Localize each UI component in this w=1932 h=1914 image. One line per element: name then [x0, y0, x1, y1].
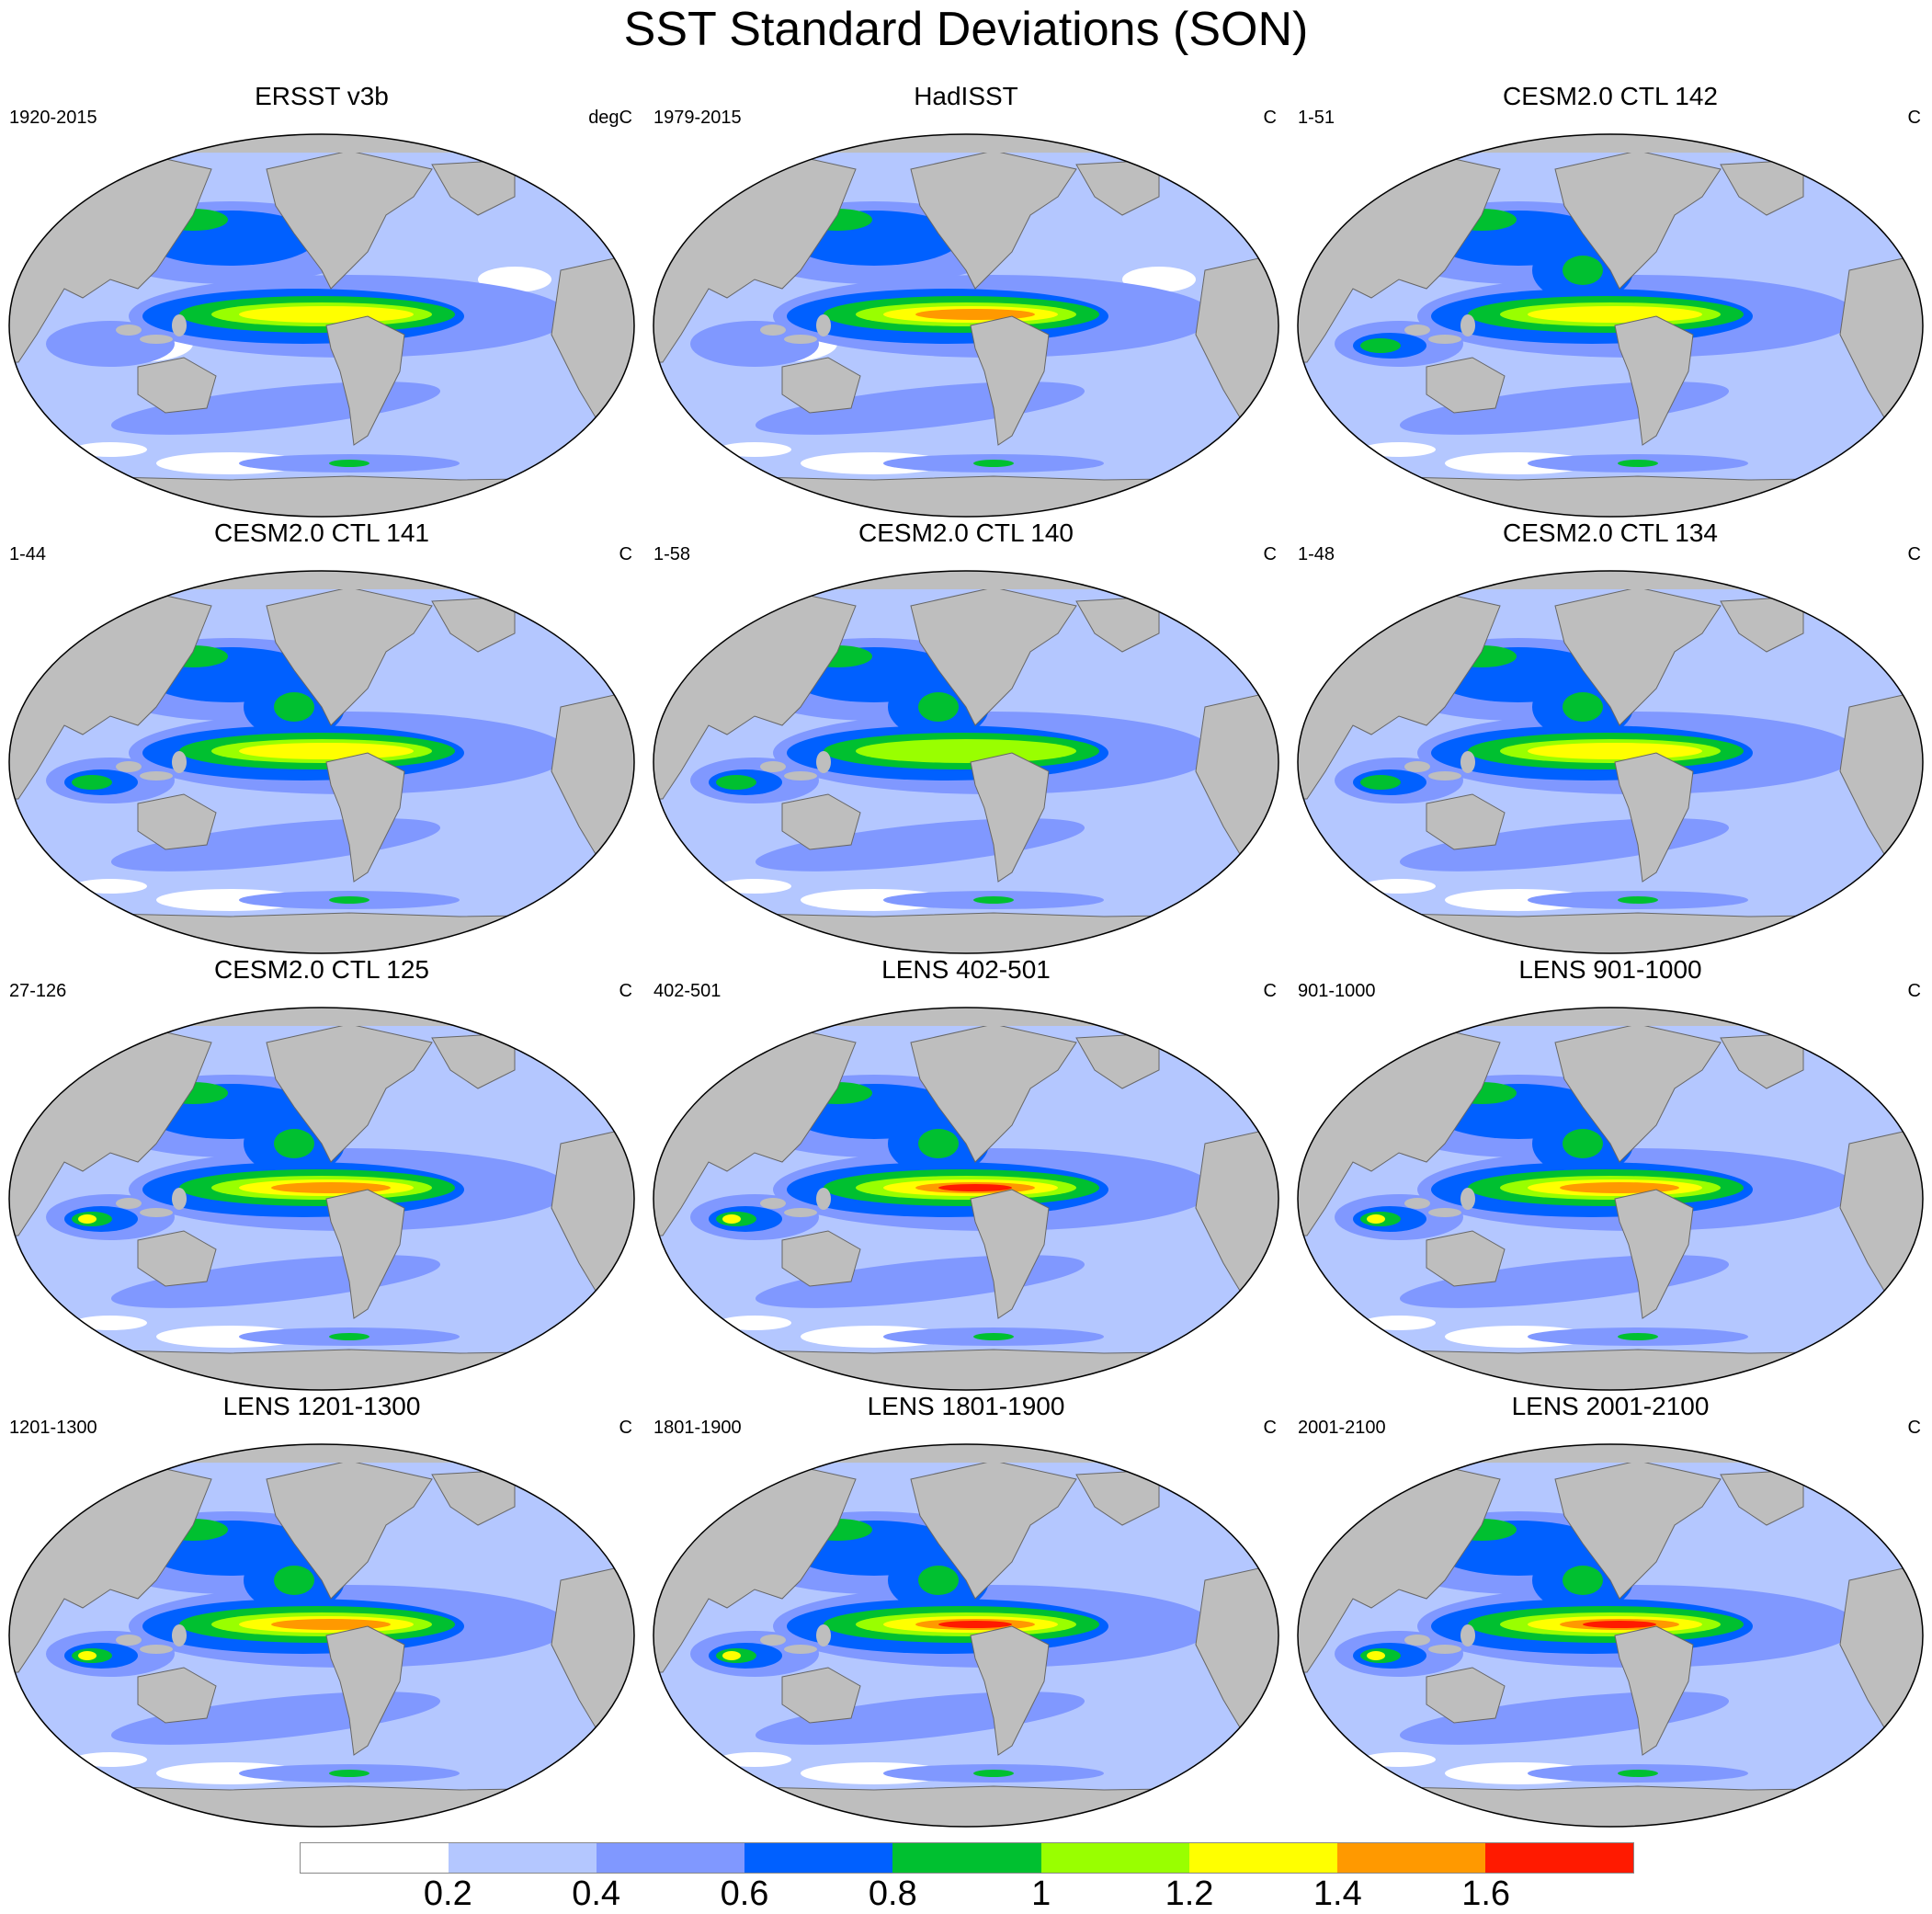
- panel-period: 1201-1300: [9, 1418, 97, 1438]
- panel-title: ERSST v3b: [255, 82, 389, 110]
- panel-units: C: [1263, 108, 1277, 128]
- map-panel: LENS 2001-2100 2001-2100 C: [1289, 1391, 1932, 1828]
- panel-period: 1801-1900: [653, 1418, 742, 1438]
- panel-title: LENS 1801-1900: [867, 1392, 1065, 1420]
- panel-title: CESM2.0 CTL 140: [858, 518, 1074, 547]
- sst-map: [1297, 1007, 1924, 1391]
- panel-period: 1-58: [653, 544, 691, 564]
- colorbar-tick-label: 0.2: [423, 1874, 472, 1913]
- colorbar-tick-label: 0.8: [868, 1874, 917, 1913]
- panel-units: C: [1263, 981, 1277, 1001]
- map-panel: ERSST v3b 1920-2015 degC: [0, 81, 643, 518]
- colorbar-swatch: [1336, 1843, 1485, 1873]
- map-panel: CESM2.0 CTL 141 1-44 C: [0, 518, 643, 954]
- panel-units: C: [619, 981, 632, 1001]
- colorbar-swatch: [892, 1843, 1041, 1873]
- colorbar-swatch: [301, 1843, 449, 1873]
- panel-units: degC: [588, 108, 632, 128]
- colorbar-tick-label: 1: [1031, 1874, 1051, 1913]
- panel-units: C: [1907, 544, 1921, 564]
- panel-title: LENS 2001-2100: [1511, 1392, 1710, 1420]
- panel-period: 2001-2100: [1298, 1418, 1386, 1438]
- panel-title: CESM2.0 CTL 134: [1503, 518, 1718, 547]
- panel-title: HadISST: [914, 82, 1018, 110]
- sst-map: [653, 570, 1279, 954]
- panel-units: C: [1263, 1418, 1277, 1438]
- panel-period: 1-51: [1298, 108, 1335, 128]
- colorbar: [300, 1842, 1634, 1874]
- panel-units: C: [1907, 108, 1921, 128]
- colorbar-tick-label: 1.6: [1461, 1874, 1511, 1913]
- colorbar-swatch: [1188, 1843, 1337, 1873]
- colorbar-swatch: [744, 1843, 893, 1873]
- panel-units: C: [619, 1418, 632, 1438]
- colorbar-swatch: [449, 1843, 597, 1873]
- colorbar-tick-label: 0.4: [572, 1874, 621, 1913]
- map-panel: LENS 1801-1900 1801-1900 C: [644, 1391, 1288, 1828]
- sst-map: [8, 1443, 635, 1828]
- panel-period: 901-1000: [1298, 981, 1376, 1001]
- sst-map: [1297, 570, 1924, 954]
- panel-units: C: [1907, 981, 1921, 1001]
- colorbar-tick-label: 0.6: [720, 1874, 769, 1913]
- panel-period: 1920-2015: [9, 108, 97, 128]
- panel-units: C: [1907, 1418, 1921, 1438]
- figure-title: SST Standard Deviations (SON): [623, 3, 1309, 56]
- sst-map: [653, 1443, 1279, 1828]
- sst-map: [8, 570, 635, 954]
- map-panel: HadISST 1979-2015 C: [644, 81, 1288, 518]
- colorbar-tick-label: 1.2: [1165, 1874, 1214, 1913]
- map-panel: LENS 402-501 402-501 C: [644, 954, 1288, 1391]
- panel-units: C: [619, 544, 632, 564]
- colorbar-tick-label: 1.4: [1313, 1874, 1362, 1913]
- sst-map: [8, 133, 635, 518]
- map-panel: CESM2.0 CTL 142 1-51 C: [1289, 81, 1932, 518]
- panel-title: LENS 901-1000: [1518, 955, 1702, 984]
- panel-period: 27-126: [9, 981, 67, 1001]
- panel-period: 1-48: [1298, 544, 1335, 564]
- colorbar-swatch: [1040, 1843, 1189, 1873]
- map-panel: LENS 901-1000 901-1000 C: [1289, 954, 1932, 1391]
- map-panel: CESM2.0 CTL 134 1-48 C: [1289, 518, 1932, 954]
- map-panel: CESM2.0 CTL 140 1-58 C: [644, 518, 1288, 954]
- panel-title: LENS 402-501: [881, 955, 1051, 984]
- panel-units: C: [1263, 544, 1277, 564]
- panel-period: 1-44: [9, 544, 47, 564]
- sst-map: [1297, 1443, 1924, 1828]
- panel-title: LENS 1201-1300: [222, 1392, 421, 1420]
- sst-map: [8, 1007, 635, 1391]
- sst-map: [653, 133, 1279, 518]
- colorbar-swatch: [1484, 1843, 1633, 1873]
- colorbar-swatch: [597, 1843, 745, 1873]
- panel-period: 1979-2015: [653, 108, 742, 128]
- map-panel: LENS 1201-1300 1201-1300 C: [0, 1391, 643, 1828]
- sst-map: [653, 1007, 1279, 1391]
- sst-map: [1297, 133, 1924, 518]
- panel-title: CESM2.0 CTL 125: [214, 955, 429, 984]
- panel-title: CESM2.0 CTL 142: [1503, 82, 1718, 110]
- map-panel: CESM2.0 CTL 125 27-126 C: [0, 954, 643, 1391]
- panel-period: 402-501: [653, 981, 722, 1001]
- panel-title: CESM2.0 CTL 141: [214, 518, 429, 547]
